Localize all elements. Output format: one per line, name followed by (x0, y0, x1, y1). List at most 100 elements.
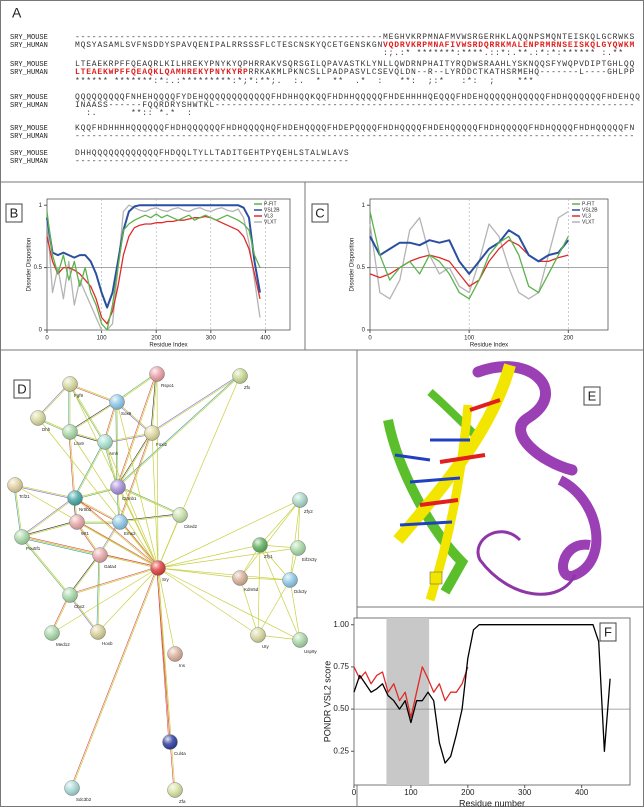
legend-label: VLXT (264, 219, 277, 225)
network-edge (157, 499, 301, 569)
network-edge (239, 577, 259, 636)
network-edge (21, 536, 71, 596)
node-label: Ddx3y (294, 589, 308, 594)
sequence-name: SRY_HUMAN (10, 69, 48, 77)
network-edge (289, 499, 301, 581)
network-edge (21, 496, 75, 537)
node-label: Fgf9 (74, 393, 84, 398)
network-edge (14, 484, 76, 499)
x-tick-label: 100 (97, 336, 108, 342)
node-shine (14, 529, 30, 545)
sequence-segment: VQDRVKRPMNAFIVWSRDQRRKMALENPRMRNSEISKQLG… (383, 41, 635, 50)
network-edge (69, 431, 159, 569)
node-shine (92, 547, 108, 563)
network-edge (14, 485, 75, 500)
network-edge (157, 544, 261, 569)
node-shine (290, 540, 306, 556)
node-shine (44, 625, 60, 641)
network-edge (69, 383, 118, 403)
sequence-name: SRY_HUMAN (10, 42, 48, 50)
sequence: LTEAEKRPFFQEAQRLKILHREKYPNYKYQPHRRAKVSQR… (75, 60, 635, 69)
sequence-segment: KQQFHDHHHHQQQQQQFHDHQQQQQQFHDHQQQQHQFHDE… (75, 124, 635, 133)
sequence-segment: ----------------------------------------… (75, 132, 635, 141)
network-edge (120, 521, 160, 568)
node-label: Sox9 (121, 411, 132, 416)
y-tick-label: 0.75 (333, 662, 349, 671)
network-edge (37, 383, 71, 419)
sequence: ----------------------------------------… (75, 33, 635, 42)
panel-label-box (5, 203, 23, 223)
network-edge (105, 433, 153, 444)
node-label: Zfx (244, 385, 251, 390)
y-tick-label: 0.50 (333, 704, 349, 713)
network-edge (71, 567, 159, 789)
node-label: Dhh (42, 427, 51, 432)
network-edge (157, 567, 301, 641)
node-shine (172, 507, 188, 523)
sequence: LTEAEKWPFFQEAQKLQAMHREKYPNYKYRPRRKAKMLPK… (75, 68, 635, 77)
panel-label: B (10, 205, 19, 220)
panel-label-box (583, 386, 601, 406)
sequence-segment: :. **:: *.* : (75, 109, 193, 118)
sequence: ****** *******:*:.:*********:*;*:**;. :.… (75, 77, 534, 86)
network-edge (21, 497, 76, 538)
network-edge (37, 417, 159, 569)
node-label: Zfy2 (304, 509, 313, 514)
network-edge (257, 544, 261, 636)
node-shine (167, 782, 183, 798)
sequence: :. **:: *.* : (75, 109, 193, 118)
network-edge (151, 375, 241, 434)
network-edge (116, 373, 158, 403)
sequence-segment: ----------------------------------------… (75, 33, 635, 42)
network-edge (104, 432, 153, 443)
network-edge (157, 375, 241, 569)
network-edge (117, 375, 241, 488)
sequence: MQSYASAMLSVFNSDDYSPAVQENIPALRRSSSFLCTESC… (75, 41, 635, 50)
network-edge (239, 577, 291, 581)
base-pair (419, 498, 459, 507)
y-tick-label: 1.00 (333, 620, 349, 629)
node-shine (64, 780, 80, 796)
x-tick-label: 100 (404, 788, 418, 797)
panel-label: E (588, 388, 597, 403)
network-edge (74, 497, 159, 569)
node-label: Gata4 (104, 564, 117, 569)
network-edge (157, 567, 176, 791)
network-edge (117, 373, 158, 488)
network-edge (157, 567, 241, 579)
base-pair (439, 453, 486, 464)
network-edge (36, 382, 70, 418)
sequence-segment: ----------------------------------------… (75, 157, 349, 166)
node-shine (112, 514, 128, 530)
panel-label-box (13, 379, 31, 399)
y-tick-label: 1 (362, 203, 366, 209)
series-line (46, 211, 261, 331)
y-tick-label: 0.5 (357, 265, 366, 271)
network-edge (51, 567, 159, 634)
network-edge (21, 520, 77, 537)
node-label: Uty (262, 644, 270, 649)
node-label: Lhx9 (74, 441, 84, 446)
node-shine (30, 410, 46, 426)
network-edge (69, 400, 117, 432)
sequence-name: SRY_MOUSE (10, 125, 48, 133)
sequence-name: SRY_MOUSE (10, 150, 48, 158)
node-label: Med12 (56, 642, 70, 647)
series-line (46, 204, 261, 331)
node-shine (292, 632, 308, 648)
panel-label: C (315, 205, 324, 220)
network-edge (70, 567, 158, 788)
network-edge (157, 514, 181, 569)
x-axis-label: Residue number (459, 798, 525, 807)
sequence-name: SRY_MOUSE (10, 94, 48, 102)
network-edge (117, 486, 159, 569)
base (429, 571, 443, 585)
node-label: Eif2s3y (302, 557, 318, 562)
legend-label: VLXT (582, 219, 595, 225)
sequence-segment: RRKAKMLPKNCSLLPADPASVLCSEVQLDN--R--LYRDD… (249, 68, 635, 77)
base-pair (409, 476, 461, 484)
network-edge (116, 401, 159, 569)
node-label: Cul4a (174, 751, 186, 756)
y-tick-label: 0 (39, 328, 43, 334)
sequence-segment: LTEAEKRPFFQEAQRLKILHREKYPNYKYQPHRRAKVSQR… (75, 60, 635, 69)
